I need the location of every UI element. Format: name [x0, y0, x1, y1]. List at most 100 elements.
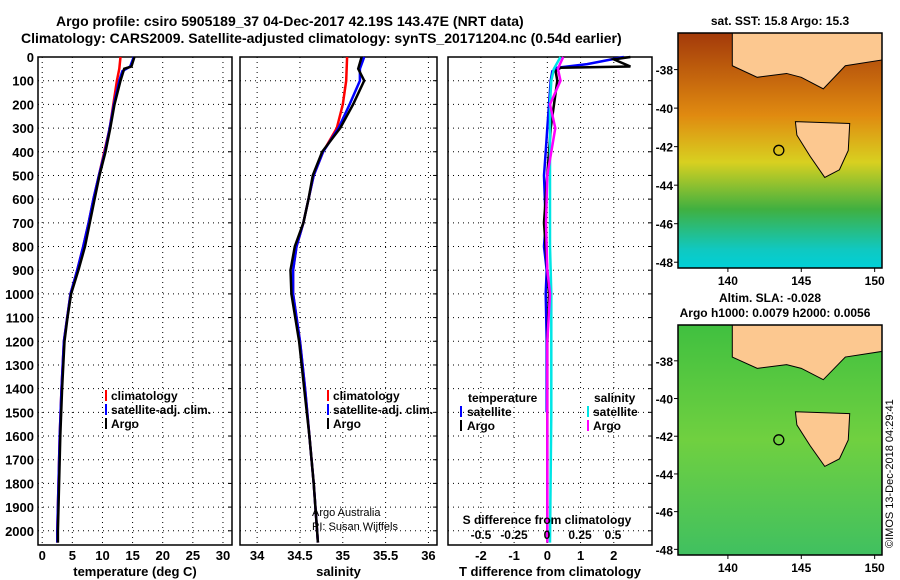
y-tick-label: 1400 — [5, 382, 34, 397]
x-tick-label: 15 — [125, 548, 139, 563]
x-tick-label: 10 — [95, 548, 109, 563]
x-tick-label: 34.5 — [287, 548, 312, 563]
y-tick-label: 400 — [12, 145, 34, 160]
y-tick-label: 0 — [27, 50, 34, 65]
y-tick-label: 1000 — [5, 287, 34, 302]
lon-tick-label: 145 — [791, 274, 811, 288]
lat-tick-label: -48 — [656, 543, 674, 557]
plot-frame — [37, 56, 233, 546]
map-2: -38 -40 -42 -44 -46 -48 140 145 150 Altim. SLA: -… — [656, 291, 885, 575]
x2-tick-label: 0.25 — [568, 528, 592, 542]
x-tick-label: -1 — [508, 548, 520, 563]
y-tick-label: 1700 — [5, 453, 34, 468]
x-axis-label: T difference from climatology — [459, 564, 642, 579]
map-title: Altim. SLA: -0.028 — [719, 291, 821, 305]
profile-panel-1: 0100200300400500600700800900100011001200… — [5, 50, 233, 579]
y-tick-label: 1200 — [5, 334, 34, 349]
y-tick-label: 600 — [12, 192, 34, 207]
lat-tick-label: -40 — [656, 102, 674, 116]
lat-tick-label: -44 — [656, 468, 674, 482]
lat-tick-label: -44 — [656, 179, 674, 193]
legend-title-salinity: salinity — [594, 391, 636, 405]
map-frame — [677, 324, 883, 556]
x-tick-label: 36 — [421, 548, 435, 563]
x2-tick-label: 0.5 — [605, 528, 622, 542]
legend-label: Argo — [467, 419, 495, 433]
credit-text: Argo Australia — [312, 507, 381, 519]
title-line-1: Argo profile: csiro 5905189_37 04-Dec-20… — [56, 13, 524, 29]
lat-tick-label: -48 — [656, 256, 674, 270]
x-axis-label: salinity — [316, 564, 362, 579]
lat-tick-label: -46 — [656, 506, 674, 520]
x-tick-label: -2 — [475, 548, 487, 563]
lon-tick-label: 150 — [865, 274, 885, 288]
x-tick-label: 0 — [39, 548, 46, 563]
legend-label: satellite — [593, 405, 638, 419]
map-frame — [677, 32, 883, 269]
plot-frame — [239, 56, 438, 546]
pi-text: PI: Susan Wijffels — [312, 521, 398, 533]
x2-tick-label: 0 — [544, 528, 551, 542]
y-tick-label: 1800 — [5, 476, 34, 491]
y-tick-label: 200 — [12, 97, 34, 112]
legend-label: Argo — [333, 417, 361, 431]
x-tick-label: 2 — [610, 548, 617, 563]
x-tick-label: 34 — [250, 548, 265, 563]
lat-tick-label: -42 — [656, 430, 674, 444]
lat-tick-label: -38 — [656, 355, 674, 369]
profile-panel-2: 34 34.5 35 35.5 36 salinity climatologysatelli… — [239, 56, 438, 579]
legend-title-temperature: temperature — [468, 391, 538, 405]
x-axis-label: temperature (deg C) — [73, 564, 197, 579]
lon-tick-label: 145 — [791, 561, 811, 575]
x-tick-label: 1 — [577, 548, 584, 563]
y-tick-label: 800 — [12, 240, 34, 255]
y-tick-label: 100 — [12, 74, 34, 89]
lat-tick-label: -40 — [656, 393, 674, 407]
series-line-s-argo — [544, 56, 565, 543]
x-tick-label: 20 — [155, 548, 169, 563]
lat-tick-label: -38 — [656, 64, 674, 78]
x-tick-label: 25 — [186, 548, 200, 563]
lat-tick-label: -46 — [656, 218, 674, 232]
series-line-argo — [289, 56, 366, 543]
y-tick-label: 1600 — [5, 429, 34, 444]
profile-panel-3: -2 -1 0 1 2T difference from climatology temp… — [447, 55, 653, 579]
lon-tick-label: 140 — [718, 274, 738, 288]
y-tick-label: 1500 — [5, 405, 34, 420]
lon-tick-label: 140 — [718, 561, 738, 575]
lat-tick-label: -42 — [656, 141, 674, 155]
x-tick-label: 5 — [69, 548, 76, 563]
tasmania — [794, 411, 851, 468]
x-tick-label: 30 — [216, 548, 230, 563]
legend-label: satellite-adj. clim. — [333, 403, 433, 417]
legend-label: climatology — [111, 389, 178, 403]
argo-float-marker — [773, 144, 785, 156]
y-tick-label: 2000 — [5, 524, 34, 539]
y-tick-label: 500 — [12, 168, 34, 183]
x-tick-label: 0 — [544, 548, 551, 563]
y-tick-label: 1300 — [5, 358, 34, 373]
x-tick-label: 35 — [336, 548, 350, 563]
map-1: -38 -40 -42 -44 -46 -48 140 145 150 sat. SST: 15.… — [656, 14, 885, 288]
y-tick-label: 1100 — [6, 311, 34, 326]
x2-tick-label: -0.5 — [471, 528, 492, 542]
legend-label: Argo — [593, 419, 621, 433]
y-tick-label: 900 — [12, 263, 34, 278]
map-subtitle: Argo h1000: 0.0079 h2000: 0.0056 — [680, 306, 871, 320]
imos-watermark: ©IMOS 13-Dec-2018 04:29:41 — [884, 399, 896, 548]
legend-label: Argo — [111, 417, 139, 431]
x2-axis-label: S difference from climatology — [463, 513, 632, 527]
series-line-argo — [56, 56, 136, 543]
legend-label: climatology — [333, 389, 400, 403]
x2-tick-label: -0.25 — [500, 528, 528, 542]
title-line-2: Climatology: CARS2009. Satellite-adjuste… — [21, 30, 622, 46]
x-tick-label: 35.5 — [373, 548, 398, 563]
y-tick-label: 700 — [12, 216, 34, 231]
y-tick-label: 300 — [12, 121, 34, 136]
map-title: sat. SST: 15.8 Argo: 15.3 — [711, 14, 850, 28]
argo-float-marker — [773, 434, 785, 446]
y-tick-label: 1900 — [5, 500, 34, 515]
tasmania — [794, 121, 851, 179]
lon-tick-label: 150 — [865, 561, 885, 575]
